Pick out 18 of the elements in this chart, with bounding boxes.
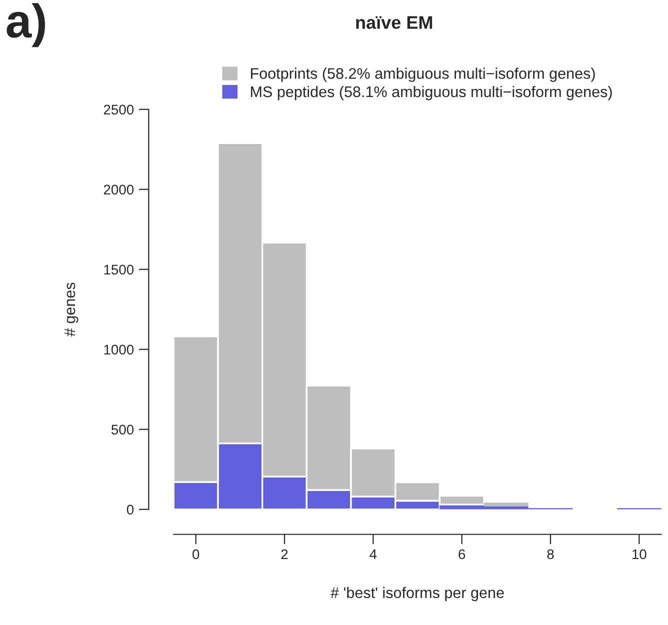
x-tick-label: 6: [458, 549, 466, 560]
x-tick-label: 4: [370, 549, 377, 560]
y-tick-label: 0: [126, 504, 134, 515]
y-tick-label: 2000: [104, 184, 134, 195]
x-tick-label: 2: [281, 549, 288, 560]
y-tick-label: 2500: [104, 104, 134, 115]
x-tick-label: 0: [192, 549, 200, 560]
x-tick-label: 10: [632, 549, 646, 560]
text: a): [6, 3, 45, 48]
legend-label: MS peptides (58.1% ambiguous multi−isoform genes): [251, 86, 612, 100]
y-axis-title: # genes: [64, 282, 78, 336]
x-axis-title: # 'best' isoforms per gene: [330, 586, 504, 602]
legend-label: Footprints (58.2% ambiguous multi−isoform genes): [251, 68, 595, 82]
x-tick-label: 8: [547, 549, 554, 560]
y-tick-label: 1000: [104, 344, 134, 355]
y-tick-label: 1500: [104, 264, 134, 275]
y-tick-label: 500: [111, 424, 134, 435]
chart-title: naïve EM: [356, 16, 432, 29]
